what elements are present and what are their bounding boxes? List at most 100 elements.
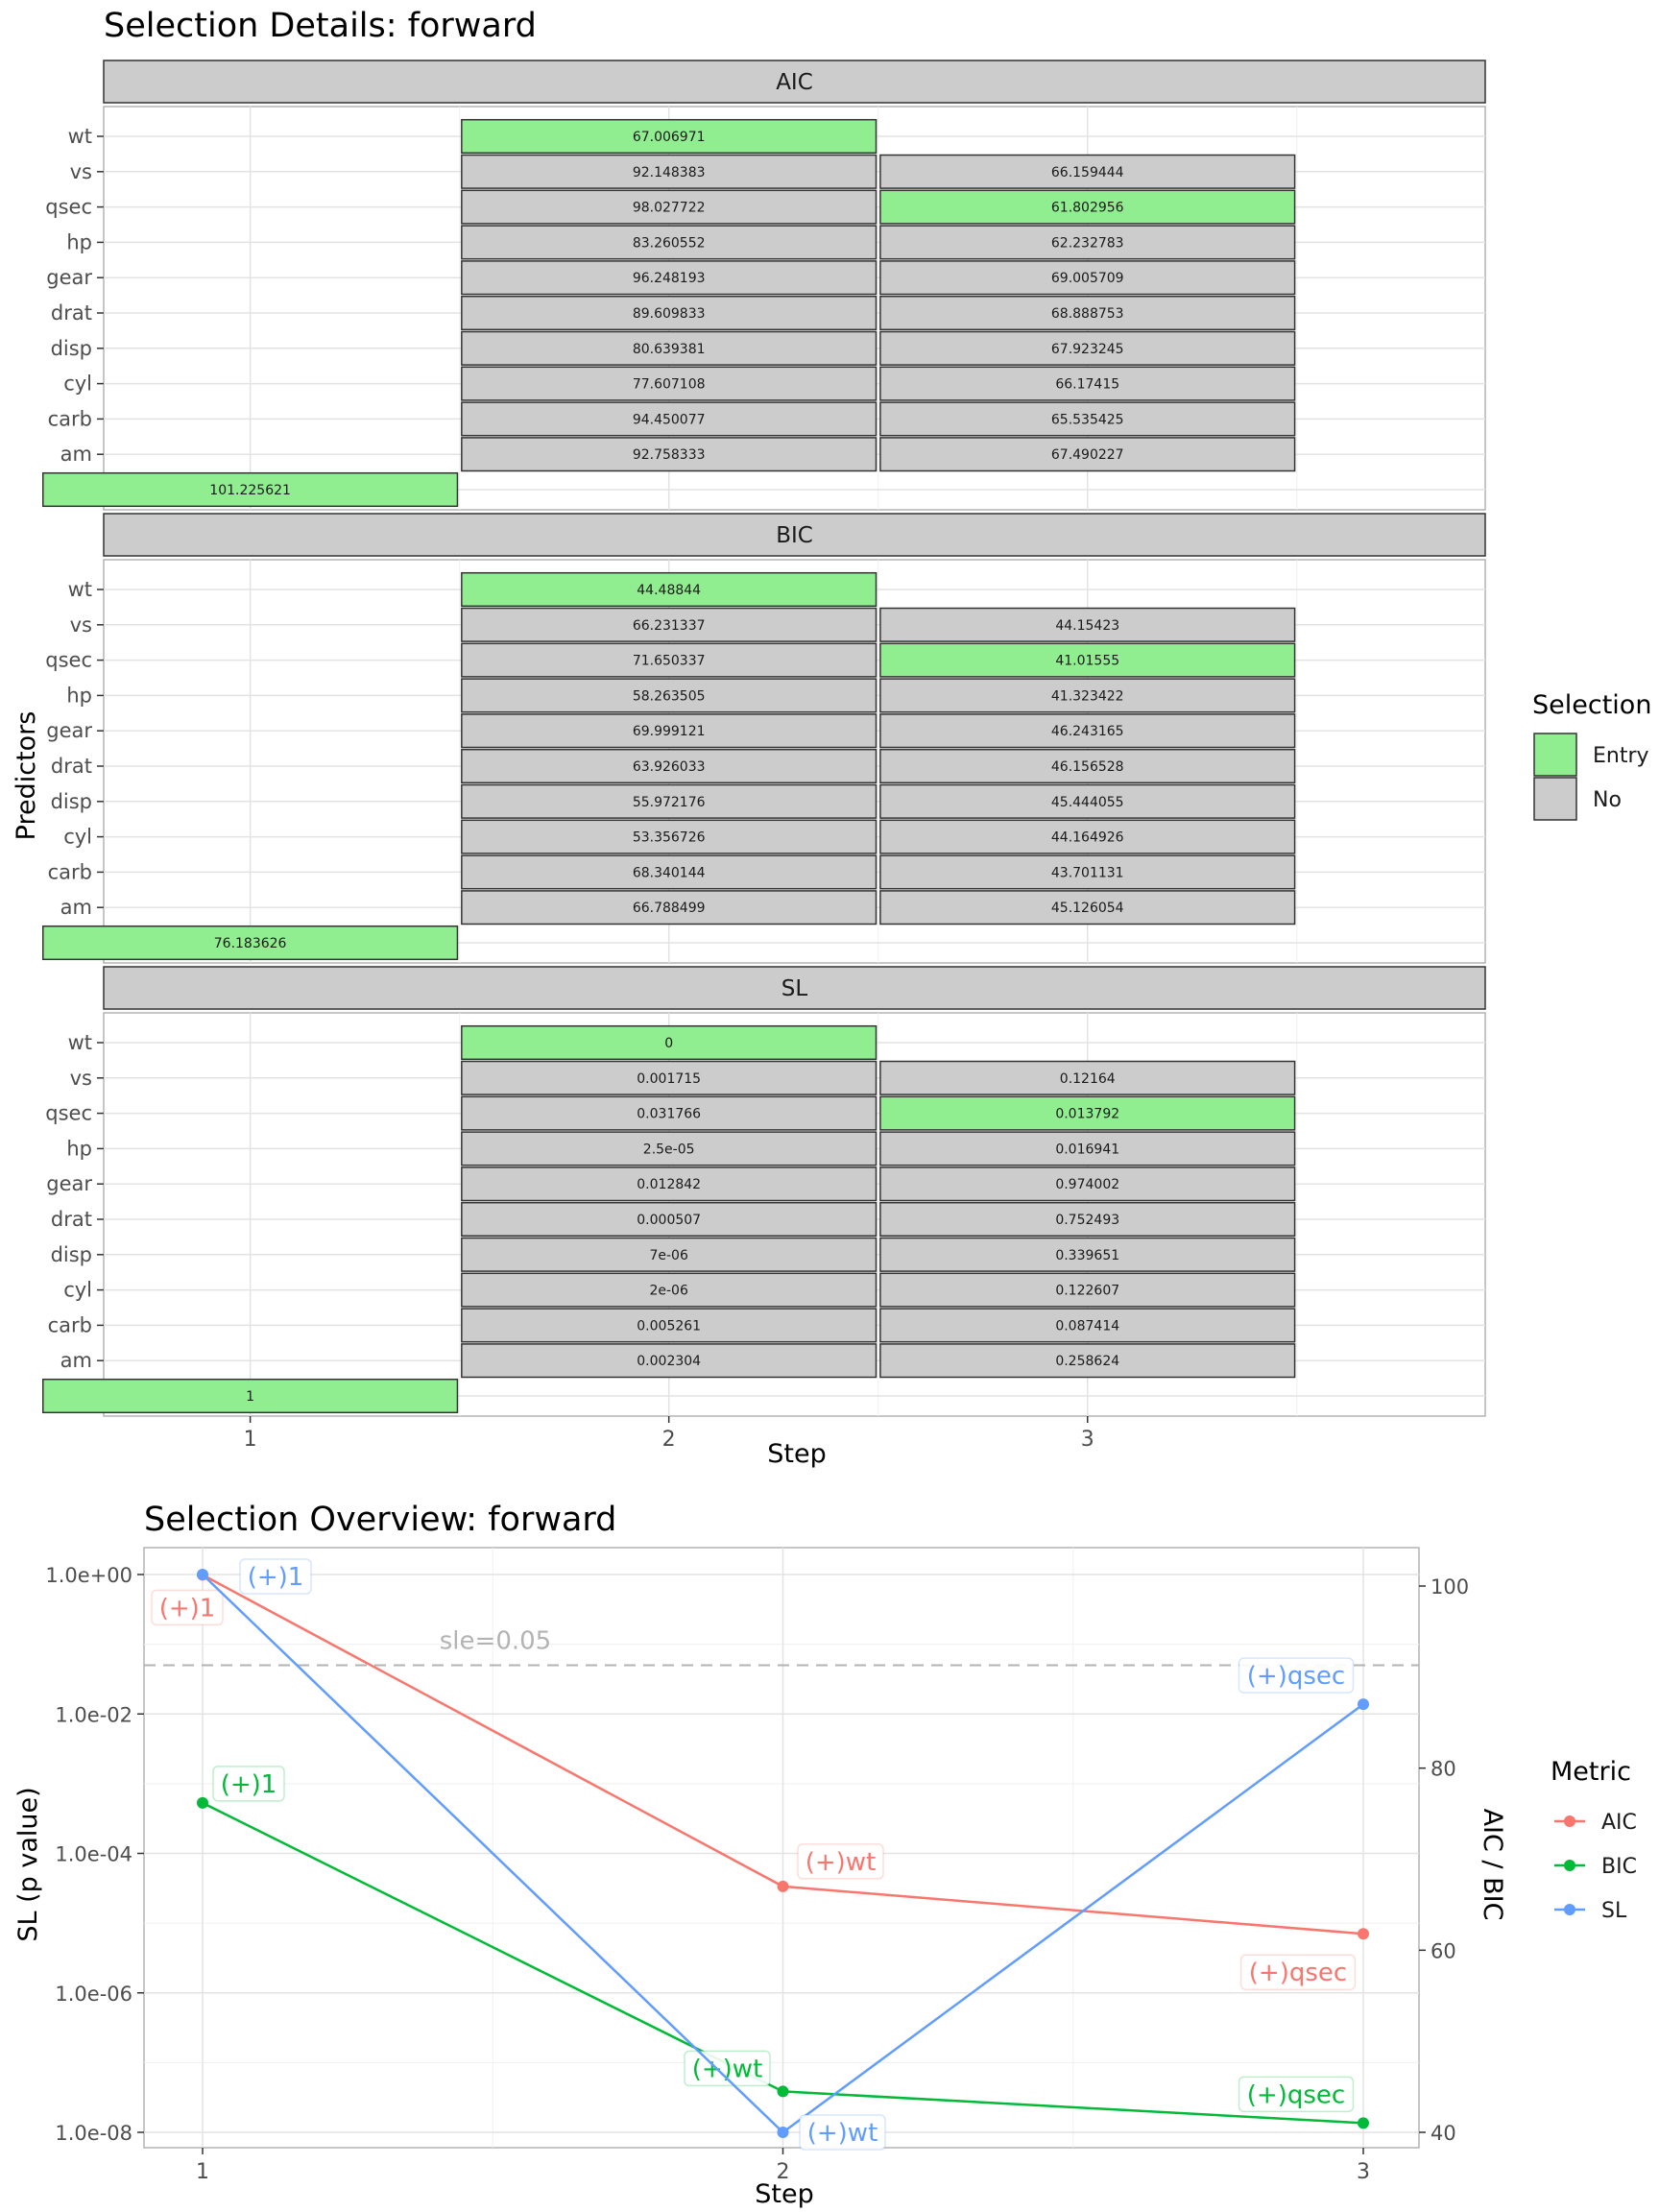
tile-label: 65.535425 bbox=[1051, 412, 1124, 427]
legend-label-sl: SL bbox=[1601, 1899, 1627, 1923]
tile bbox=[461, 330, 878, 366]
tile-label: 44.48844 bbox=[637, 583, 701, 598]
x-tick-label: 1 bbox=[244, 1428, 257, 1452]
tile-label: 41.01555 bbox=[1055, 654, 1119, 669]
y-tick-label: disp bbox=[51, 337, 92, 360]
details-x-axis: 1 2 3 bbox=[244, 1416, 1094, 1452]
facet-strip-label: BIC bbox=[776, 523, 813, 548]
tile-label: 0.012842 bbox=[637, 1177, 701, 1192]
point-aic bbox=[777, 1880, 789, 1892]
legend-key-entry bbox=[1533, 733, 1577, 777]
overview-y-left-label: SL (p value) bbox=[13, 1787, 43, 1941]
tile-label: 2.5e-05 bbox=[643, 1142, 695, 1157]
x-tick-label: 2 bbox=[662, 1428, 676, 1452]
tile bbox=[461, 607, 878, 642]
panel-aic: AICwtvsqsechpgeardratdispcylcarbam1101.2… bbox=[42, 60, 1486, 511]
point-label-sl: (+)wt bbox=[807, 2119, 878, 2148]
tile bbox=[879, 1343, 1296, 1379]
tile bbox=[461, 1024, 878, 1061]
tile bbox=[461, 819, 878, 854]
tile-label: 0.122607 bbox=[1055, 1284, 1119, 1299]
tile-label: 92.148383 bbox=[633, 165, 706, 180]
tile bbox=[879, 678, 1296, 713]
facet-strip bbox=[103, 966, 1486, 1010]
x-tick-label: 3 bbox=[1357, 2160, 1370, 2184]
y-tick-label: am bbox=[60, 1349, 92, 1372]
point-label-sl: (+)qsec bbox=[1247, 1662, 1345, 1691]
overview-frame bbox=[143, 1547, 1420, 2149]
tile-label: 71.650337 bbox=[633, 654, 706, 669]
tile-label: 77.607108 bbox=[633, 377, 706, 393]
tile-label: 2e-06 bbox=[649, 1284, 687, 1299]
facet-strip-label: AIC bbox=[776, 70, 813, 95]
point-label-box bbox=[797, 1843, 884, 1880]
details-title: Selection Details: forward bbox=[104, 7, 537, 45]
tile bbox=[879, 1166, 1296, 1202]
x-tick-label: 1 bbox=[196, 2160, 209, 2184]
point-bic bbox=[1358, 2117, 1369, 2129]
details-x-label: Step bbox=[767, 1439, 826, 1469]
tile bbox=[461, 118, 878, 155]
y-right-tick-label: 100 bbox=[1431, 1575, 1469, 1599]
tile bbox=[461, 437, 878, 472]
y-left-tick-label: 1.0e-08 bbox=[55, 2122, 132, 2145]
tile bbox=[461, 890, 878, 926]
y-tick-label: cyl bbox=[63, 1279, 92, 1302]
point-bic bbox=[777, 2085, 789, 2098]
tile bbox=[461, 1166, 878, 1202]
tile bbox=[879, 854, 1296, 890]
details-y-label: Predictors bbox=[12, 711, 41, 841]
y-tick-label: cyl bbox=[63, 373, 92, 396]
tile bbox=[879, 890, 1296, 926]
tile-label: 69.005709 bbox=[1051, 271, 1124, 286]
tile-label: 44.164926 bbox=[1051, 830, 1124, 846]
tile-label: 68.888753 bbox=[1051, 306, 1124, 322]
point-label-sl: (+)1 bbox=[248, 1563, 304, 1592]
legend-key-point-bic bbox=[1564, 1860, 1575, 1871]
tile-label: 63.926033 bbox=[633, 759, 706, 775]
tile bbox=[461, 401, 878, 437]
tile-label: 96.248193 bbox=[633, 271, 706, 286]
tile bbox=[879, 189, 1296, 225]
tile-label: 0.974002 bbox=[1055, 1177, 1119, 1192]
point-label-box bbox=[212, 1766, 285, 1802]
tile-label: 44.15423 bbox=[1055, 618, 1119, 634]
tile bbox=[461, 1201, 878, 1238]
tile-label: 0.013792 bbox=[1055, 1107, 1119, 1122]
tile-label: 0 bbox=[664, 1036, 673, 1051]
tile bbox=[461, 642, 878, 678]
tile bbox=[461, 678, 878, 713]
tile bbox=[461, 1308, 878, 1343]
tile bbox=[879, 330, 1296, 366]
point-aic bbox=[1358, 1928, 1369, 1940]
tile-label: 43.701131 bbox=[1051, 865, 1124, 880]
y-tick-label: drat bbox=[51, 1208, 92, 1231]
tile-label: 46.243165 bbox=[1051, 724, 1124, 739]
facet-strip-label: SL bbox=[781, 976, 808, 1001]
tile-label: 83.260552 bbox=[633, 235, 706, 251]
point-label-box bbox=[799, 2114, 886, 2151]
tile bbox=[879, 713, 1296, 749]
x-tick-label: 2 bbox=[777, 2160, 790, 2184]
y-left-tick-label: 1.0e+00 bbox=[45, 1564, 132, 1587]
overview-plot: sle=0.05 1.0e+00 1.0e-02 1.0e-04 1.0e-06 1.0e… bbox=[45, 1547, 1469, 2184]
point-label-box bbox=[1238, 2076, 1355, 2113]
tile bbox=[879, 1237, 1296, 1272]
y-tick-label: wt bbox=[68, 1031, 92, 1054]
y-tick-label: cyl bbox=[63, 826, 92, 849]
tile bbox=[879, 1308, 1296, 1343]
tile-label: 58.263505 bbox=[633, 688, 706, 704]
tile-label: 61.802956 bbox=[1051, 201, 1124, 216]
selection-legend: Selection Entry No bbox=[1532, 690, 1651, 821]
y-tick-label: disp bbox=[51, 1243, 92, 1266]
tile-label: 0.005261 bbox=[637, 1318, 701, 1334]
y-right-tick-label: 80 bbox=[1431, 1758, 1456, 1781]
tile-label: 66.159444 bbox=[1051, 165, 1124, 180]
overview-x-label: Step bbox=[755, 2179, 813, 2209]
y-tick-label: qsec bbox=[45, 1102, 92, 1125]
tile-label: 45.126054 bbox=[1051, 901, 1124, 916]
tile bbox=[879, 154, 1296, 189]
tile bbox=[461, 154, 878, 189]
point-label-box bbox=[1238, 1657, 1355, 1694]
panel-bic: BICwtvsqsechpgeardratdispcylcarbam176.18… bbox=[42, 513, 1486, 964]
